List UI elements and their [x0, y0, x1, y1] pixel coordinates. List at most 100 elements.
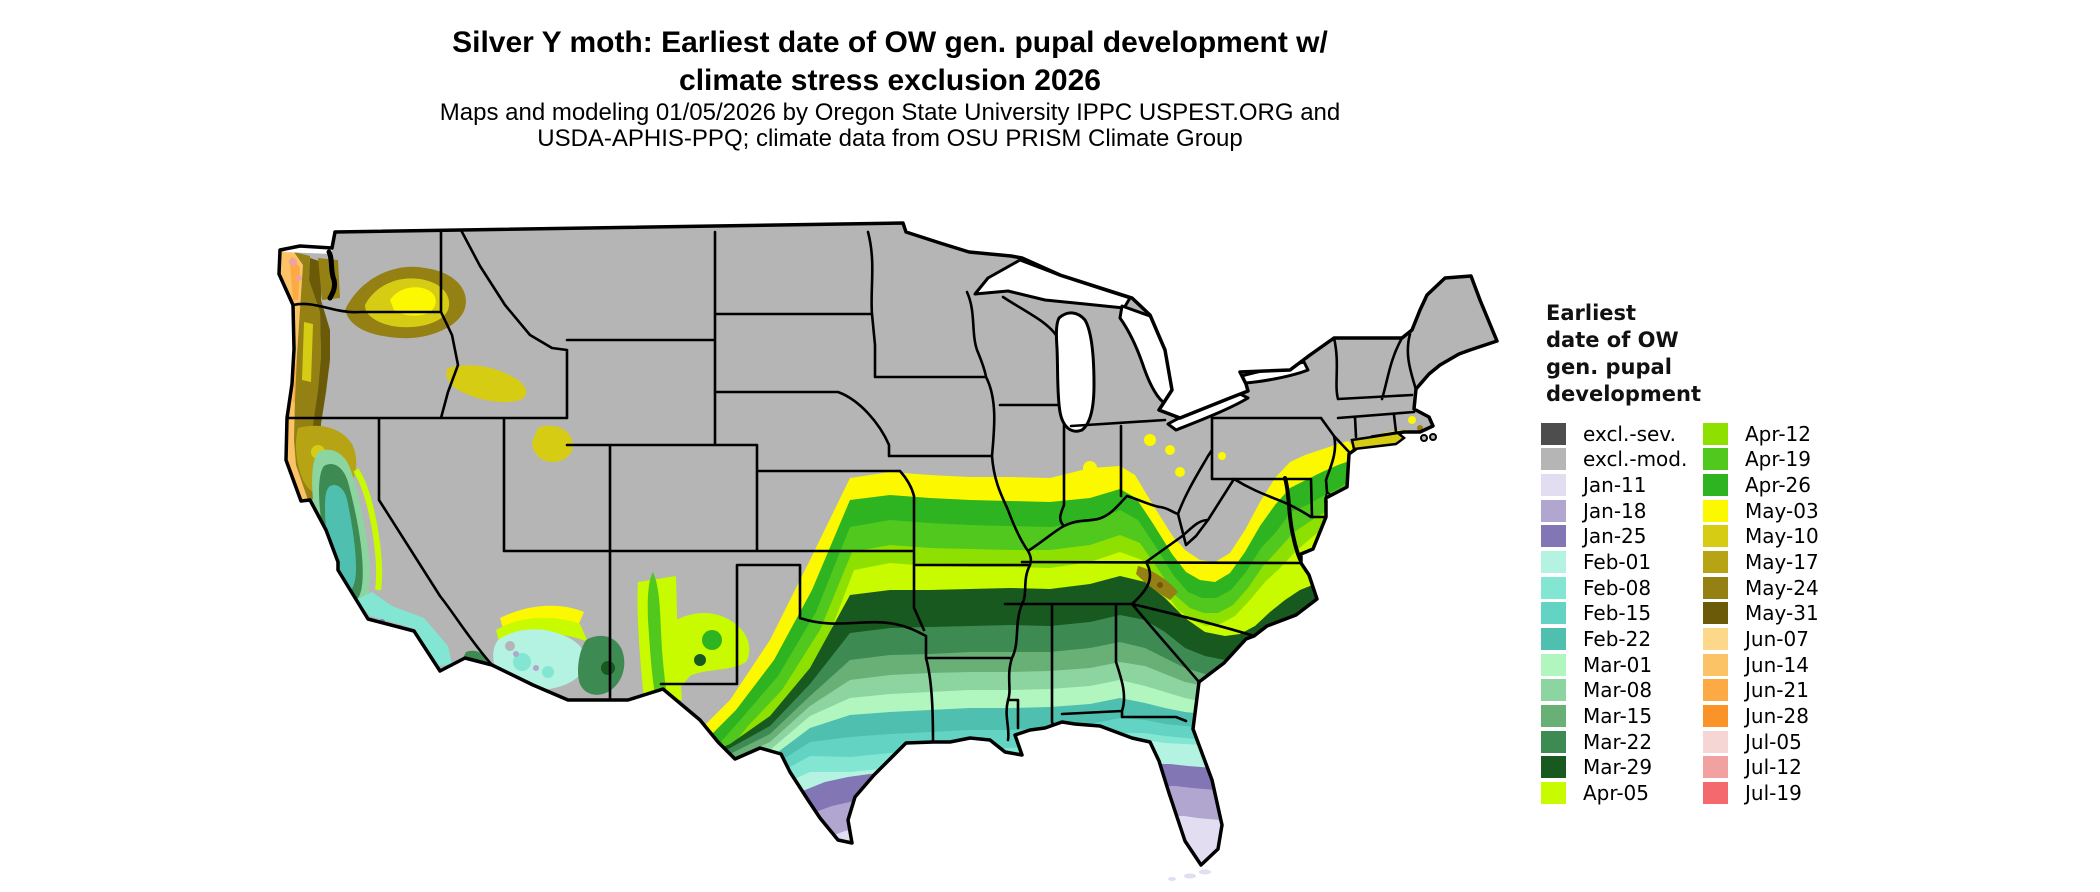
- legend-swatch: [1541, 679, 1566, 702]
- legend-row: excl.-mod.: [1541, 447, 1687, 473]
- legend-swatch: [1703, 422, 1728, 445]
- legend-swatch: [1541, 551, 1566, 574]
- legend-swatch: [1703, 782, 1728, 805]
- legend-row: Feb-15: [1541, 601, 1687, 627]
- patch-columbia-basin-core: [390, 287, 436, 316]
- legend-row: Mar-08: [1541, 678, 1687, 704]
- legend-label: Feb-15: [1583, 601, 1652, 626]
- patch-ohio-yellow3: [1083, 461, 1097, 475]
- legend-swatch: [1541, 782, 1566, 805]
- patch-az-teal2: [542, 666, 554, 678]
- patch-socal-aqua: [356, 592, 452, 666]
- legend-label: Mar-22: [1583, 729, 1653, 754]
- patch-olympic-pink: [289, 258, 297, 266]
- patch-nm-green: [647, 572, 668, 700]
- legend-label: Jun-28: [1745, 704, 1809, 729]
- patch-wv-yellow2: [1218, 452, 1226, 460]
- legend-label: Apr-19: [1745, 447, 1811, 472]
- legend-swatch: [1541, 628, 1566, 651]
- legend-label: Jan-25: [1583, 524, 1647, 549]
- patch-senm-green: [702, 630, 722, 650]
- legend-label: Mar-01: [1583, 652, 1653, 677]
- legend-swatch: [1541, 756, 1566, 779]
- legend-swatch: [1703, 628, 1728, 651]
- patch-sierra-fringe: [353, 468, 383, 591]
- legend-row: Apr-26: [1703, 472, 1819, 498]
- legend-label: excl.-sev.: [1583, 421, 1676, 446]
- legend-swatch: [1541, 474, 1566, 497]
- legend-row: Jun-14: [1703, 652, 1819, 678]
- florida-keys3: [1168, 877, 1176, 881]
- legend-row: Apr-05: [1541, 780, 1687, 806]
- legend-swatch: [1541, 730, 1566, 753]
- legend-label: excl.-mod.: [1583, 447, 1688, 472]
- legend-row: May-17: [1703, 549, 1819, 575]
- patch-az-purple2: [533, 665, 539, 671]
- legend-label: Apr-05: [1583, 781, 1649, 806]
- cape-cod-island2: [1429, 433, 1437, 441]
- legend-row: May-10: [1703, 524, 1819, 550]
- legend-swatch: [1541, 499, 1566, 522]
- legend-label: Jun-07: [1745, 627, 1809, 652]
- legend-label: Apr-26: [1745, 473, 1811, 498]
- patch-az-teal1: [513, 653, 531, 671]
- puget-sound: [326, 249, 337, 301]
- legend-swatch: [1541, 653, 1566, 676]
- patch-az-purple1: [513, 651, 519, 657]
- legend-swatch: [1541, 448, 1566, 471]
- legend-swatch: [1703, 653, 1728, 676]
- legend-label: Jan-11: [1583, 473, 1647, 498]
- legend-row: Mar-22: [1541, 729, 1687, 755]
- legend-row: Jul-12: [1703, 755, 1819, 781]
- legend-swatch: [1541, 576, 1566, 599]
- lake-michigan: [1054, 311, 1096, 433]
- legend-swatch: [1541, 422, 1566, 445]
- legend-swatch: [1703, 756, 1728, 779]
- legend-row: Jan-11: [1541, 472, 1687, 498]
- legend-row: Jun-07: [1703, 626, 1819, 652]
- great-lakes: [973, 258, 1310, 433]
- legend-row: Jan-18: [1541, 498, 1687, 524]
- legend-label: Feb-22: [1583, 627, 1652, 652]
- legend-swatch: [1703, 474, 1728, 497]
- patch-ohio-yellow1: [1144, 434, 1156, 446]
- legend-label: Mar-08: [1583, 678, 1653, 703]
- map-title: Silver Y moth: Earliest date of OW gen. …: [452, 26, 1328, 97]
- legend-swatch: [1703, 448, 1728, 471]
- legend-row: excl.-sev.: [1541, 421, 1687, 447]
- legend-swatch: [1541, 525, 1566, 548]
- legend-row: Mar-15: [1541, 703, 1687, 729]
- patch-olympic-pink2: [296, 275, 302, 281]
- legend-label: May-17: [1745, 550, 1819, 575]
- legend-row: Jun-21: [1703, 678, 1819, 704]
- legend-row: May-24: [1703, 575, 1819, 601]
- legend-label: May-03: [1745, 498, 1819, 523]
- patch-smokies-brown: [1157, 582, 1163, 588]
- legend-swatch: [1703, 525, 1728, 548]
- patch-willamette-yellow: [302, 322, 313, 382]
- legend-label: May-24: [1745, 575, 1819, 600]
- florida-keys1: [1184, 873, 1196, 879]
- legend-label: Feb-08: [1583, 575, 1652, 600]
- legend-row: Jun-28: [1703, 703, 1819, 729]
- legend-row: Feb-01: [1541, 549, 1687, 575]
- legend-swatch: [1703, 730, 1728, 753]
- legend-column-2: Apr-12 Apr-19 Apr-26 May-03 May-10 May-1…: [1703, 421, 1819, 806]
- legend-row: Jul-19: [1703, 780, 1819, 806]
- legend-label: May-31: [1745, 601, 1819, 626]
- legend-label: Apr-12: [1745, 421, 1811, 446]
- patch-wv-yellow1: [1175, 467, 1185, 477]
- patch-gila-dark: [578, 635, 625, 695]
- legend-label: Jul-05: [1745, 729, 1802, 754]
- legend-swatch: [1703, 705, 1728, 728]
- patch-guadalupe-dark: [694, 654, 706, 666]
- patch-cascades-dark: [309, 258, 330, 460]
- legend-swatch: [1703, 576, 1728, 599]
- legend-row: May-31: [1703, 601, 1819, 627]
- patch-appalachia-gray: [1159, 443, 1264, 551]
- legend-swatch: [1703, 499, 1728, 522]
- legend-label: Feb-01: [1583, 550, 1652, 575]
- patch-utah-yellow: [532, 425, 573, 462]
